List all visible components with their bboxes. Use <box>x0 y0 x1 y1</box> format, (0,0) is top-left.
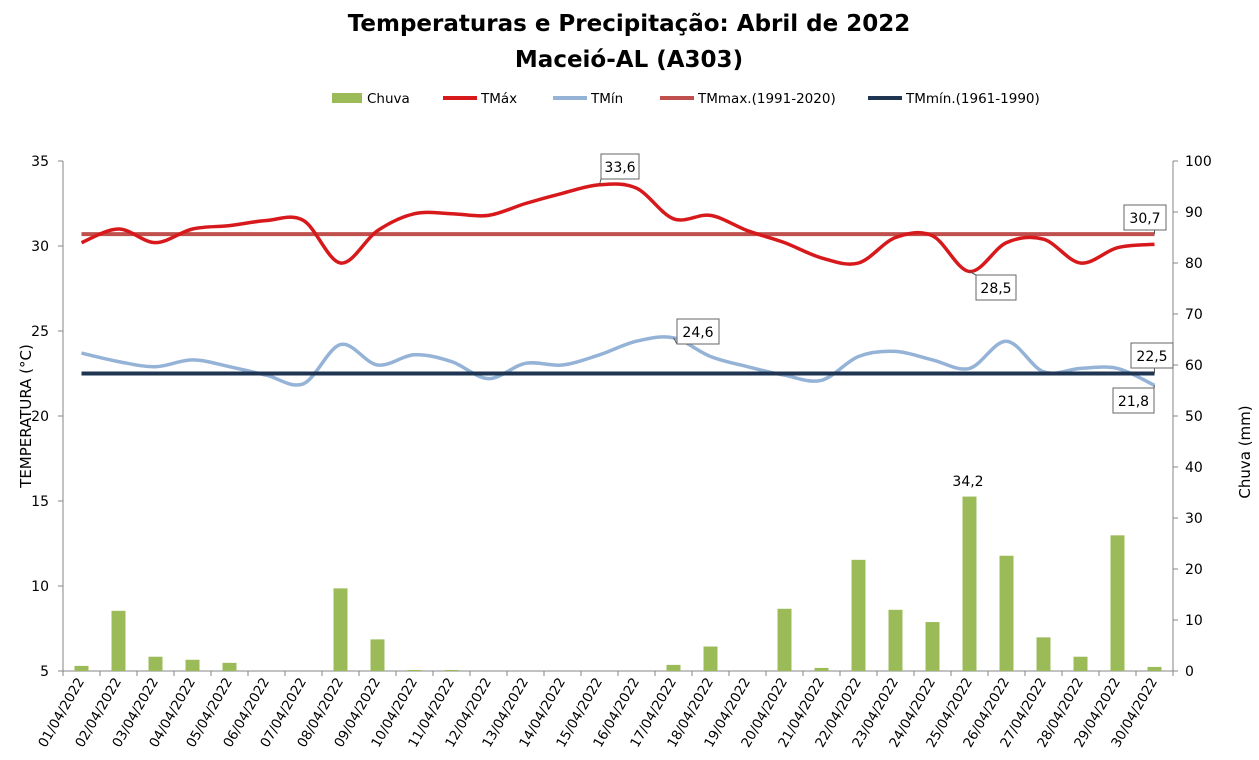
bar-chuva-29 <box>1110 535 1125 671</box>
y-right-tick-label: 70 <box>1185 307 1203 323</box>
data-label-box <box>1123 204 1167 231</box>
legend-label: TMmax.(1991-2020) <box>697 91 836 107</box>
data-label-box <box>600 153 640 180</box>
data-label-box <box>975 274 1017 301</box>
bar-chuva-26 <box>999 555 1014 671</box>
y-right-tick-label: 0 <box>1185 664 1194 680</box>
data-label: 24,6 <box>682 325 713 341</box>
bar-chuva-22 <box>851 559 866 671</box>
data-label: 34,2 <box>952 474 983 490</box>
bar-chuva-10 <box>407 669 422 671</box>
chart-title: Temperaturas e Precipitação: Abril de 20… <box>348 11 910 37</box>
y-right-tick-label: 90 <box>1185 205 1203 221</box>
y-right-tick-label: 60 <box>1185 358 1203 374</box>
data-label: 28,5 <box>980 281 1011 297</box>
legend-label: TMín <box>590 91 623 107</box>
data-label-box <box>1112 387 1155 414</box>
axes: 5101520253035010203040506070809010001/04… <box>31 154 1212 750</box>
y-left-tick-label: 20 <box>31 409 49 425</box>
chart-subtitle: Maceió-AL (A303) <box>515 47 743 73</box>
y-right-tick-label: 50 <box>1185 409 1203 425</box>
y-left-tick-label: 10 <box>31 579 49 595</box>
data-labels: 33,6 28,5 30,7 24,6 22,5 21,8 34,2 <box>599 153 1174 490</box>
bar-chuva-9 <box>370 639 385 671</box>
bar-chuva-28 <box>1073 656 1088 671</box>
y-right-tick-label: 30 <box>1185 511 1203 527</box>
y-axis-left-title: TEMPERATURA (°C) <box>17 344 35 489</box>
line-tmin <box>81 335 1156 387</box>
bar-chuva-17 <box>666 664 681 671</box>
bar-chuva-23 <box>888 609 903 671</box>
bar-chuva-25 <box>962 496 977 671</box>
legend-label: TMáx <box>480 91 517 107</box>
data-label: 22,5 <box>1136 349 1167 365</box>
bar-chuva-20 <box>777 608 792 671</box>
bar-chuva-11 <box>444 669 459 671</box>
legend: Chuva TMáx TMín TMmax.(1991-2020) TMmín.(196… <box>332 91 1040 107</box>
data-label-box <box>676 318 720 345</box>
y-right-tick-label: 10 <box>1185 613 1203 629</box>
data-label-leader <box>969 271 977 276</box>
bar-chuva-4 <box>185 659 200 671</box>
bar-chuva-8 <box>333 588 348 671</box>
legend-label: TMmín.(1961-1990) <box>905 91 1040 107</box>
bar-chuva-2 <box>111 610 126 671</box>
bar-chuva-21 <box>814 667 829 671</box>
bar-chuva-18 <box>703 646 718 671</box>
data-label-leader <box>599 178 602 185</box>
y-left-tick-label: 15 <box>31 494 49 510</box>
y-right-tick-label: 80 <box>1185 256 1203 272</box>
data-label: 21,8 <box>1118 394 1149 410</box>
line-tmax <box>80 182 1155 274</box>
bar-chuva-27 <box>1036 637 1051 671</box>
bar-chuva-3 <box>148 656 163 671</box>
y-right-tick-label: 100 <box>1185 154 1212 170</box>
y-axis-right-title: Chuva (mm) <box>1236 405 1254 498</box>
y-left-tick-label: 35 <box>31 154 49 170</box>
bar-series-chuva <box>74 496 1162 671</box>
y-right-tick-label: 40 <box>1185 460 1203 476</box>
bar-chuva-30 <box>1147 666 1162 671</box>
legend-swatch-1 <box>332 93 362 103</box>
data-label: 33,6 <box>604 160 635 176</box>
bar-chuva-1 <box>74 665 89 671</box>
y-left-tick-label: 25 <box>31 324 49 340</box>
legend-label: Chuva <box>367 91 410 107</box>
data-label: 30,7 <box>1129 211 1160 227</box>
y-right-tick-label: 20 <box>1185 562 1203 578</box>
bar-chuva-24 <box>925 622 940 671</box>
y-left-tick-label: 5 <box>40 664 49 680</box>
bar-chuva-5 <box>222 662 237 671</box>
line-series <box>80 182 1156 387</box>
data-label-leader <box>673 337 678 345</box>
y-left-tick-label: 30 <box>31 239 49 255</box>
data-label-box <box>1130 342 1174 369</box>
